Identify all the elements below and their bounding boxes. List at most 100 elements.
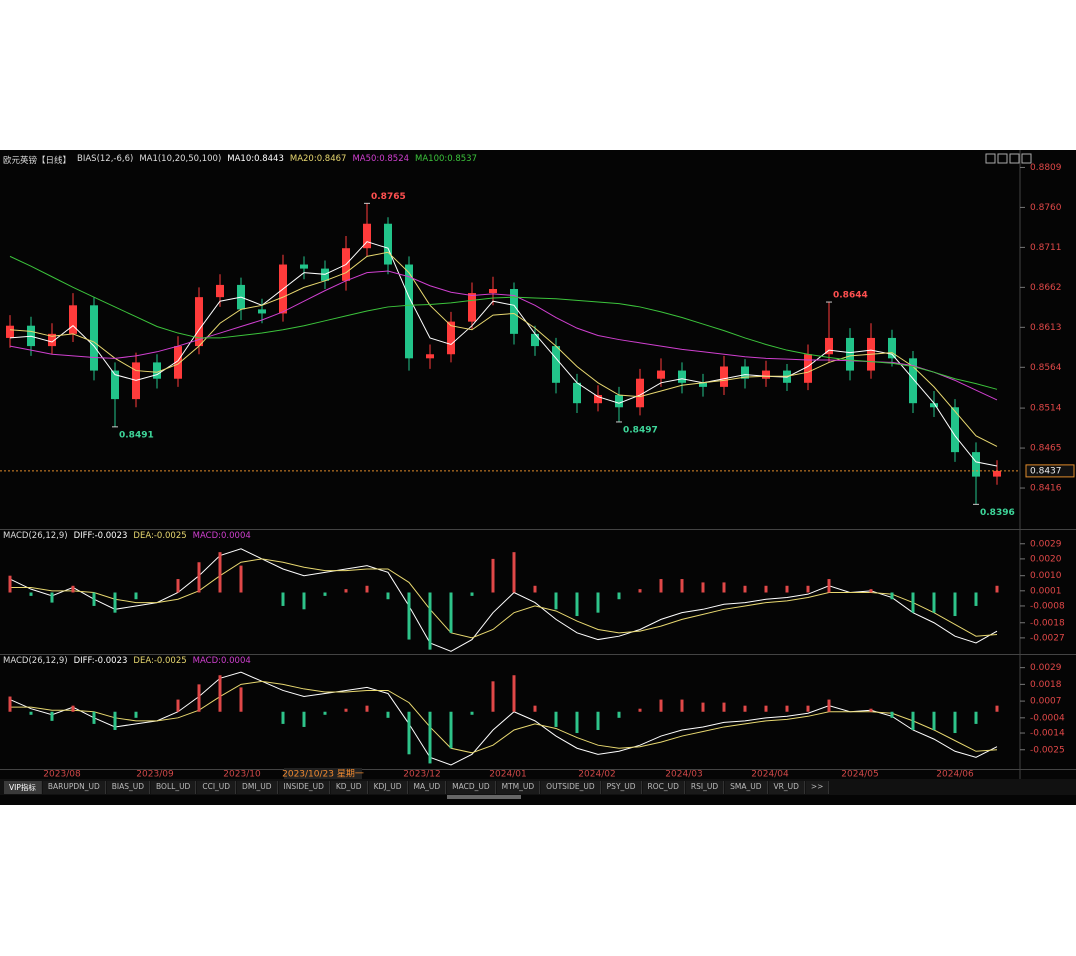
macd-bar [722, 702, 726, 712]
macd-bar [113, 711, 117, 730]
y-tick-label: -0.0018 [1030, 618, 1065, 628]
indicator-tab[interactable]: >> [805, 781, 830, 794]
macd-bar [554, 592, 558, 610]
candle-body [804, 354, 812, 383]
indicator-tab[interactable]: KDJ_UD [368, 781, 408, 794]
candle-body [825, 337, 833, 355]
macd-bar [785, 705, 789, 712]
indicator-tab[interactable]: VIP指标 [4, 781, 42, 794]
candle-body [6, 325, 14, 338]
last-price-box [1025, 464, 1075, 478]
candle-body [741, 366, 749, 379]
macd-bar [617, 711, 621, 718]
y-tick-label: 0.8564 [1030, 363, 1062, 373]
indicator-tab[interactable]: SMA_UD [725, 781, 768, 794]
indicator-tab[interactable]: CCI_UD [197, 781, 237, 794]
macd-bar [50, 711, 54, 721]
macd-bar [386, 711, 390, 718]
macd-bar [785, 585, 789, 593]
macd-bar [302, 711, 306, 727]
indicator-tab[interactable]: VR_UD [768, 781, 805, 794]
macd-bar [659, 699, 663, 712]
x-tick-label: 2024/05 [841, 770, 878, 780]
indicator-title: MACD(26,12,9) [3, 531, 68, 541]
candle-body [153, 362, 161, 379]
annotation: 0.8497 [623, 425, 658, 435]
y-tick-label: 0.0007 [1030, 697, 1062, 707]
macd-bar [512, 675, 516, 712]
macd-bar [890, 592, 894, 600]
candle-body [489, 288, 497, 294]
indicator-tab[interactable]: DMI_UD [237, 781, 278, 794]
chart-background [0, 150, 1076, 805]
indicator-tab[interactable]: MTM_UD [496, 781, 541, 794]
legend-entry: DIFF:-0.0023 [73, 656, 128, 666]
indicator-tab[interactable]: MACD_UD [447, 781, 496, 794]
y-tick-label: 0.8514 [1030, 404, 1062, 414]
macd-bar [344, 708, 348, 712]
macd-bar [365, 585, 369, 593]
macd-bar [71, 705, 75, 712]
macd-line [10, 558, 998, 639]
indicator-tab[interactable]: INSIDE_UD [278, 781, 330, 794]
x-tick-label: 2024/03 [665, 770, 702, 780]
macd-line [10, 680, 998, 754]
macd-bar [575, 592, 579, 617]
macd-line [9, 548, 998, 652]
annotation: 0.8765 [371, 192, 406, 202]
macd-bar [50, 592, 54, 603]
macd-bar [974, 711, 978, 724]
indicator-tab[interactable]: MA_UD [408, 781, 447, 794]
window-buttons [985, 153, 1032, 164]
legend-entry: MACD:0.0004 [192, 656, 251, 666]
indicator-tab[interactable]: ROC_UD [642, 781, 685, 794]
macd-bar [617, 592, 621, 600]
candle-body [111, 370, 119, 400]
candle-body [363, 223, 371, 249]
candle-body [405, 264, 413, 359]
candle-body [993, 470, 1001, 477]
legend-entry: DEA:-0.0025 [133, 531, 187, 541]
macd-bar [932, 711, 936, 730]
macd-bar [302, 592, 306, 610]
candle-body [510, 288, 518, 334]
macd-bar [806, 705, 810, 712]
macd-bar [764, 705, 768, 712]
annotation: 0.8396 [980, 508, 1015, 518]
macd-bar [428, 711, 432, 764]
indicator-tabs: VIP指标 BARUPDN_UD BIAS_UD BOLL_UD CCI_UD DMI_U… [4, 781, 830, 794]
scrollbar[interactable] [447, 795, 521, 799]
macd-bar [29, 592, 33, 596]
macd-bar [638, 589, 642, 593]
candle-body [174, 346, 182, 379]
y-tick-label: 0.8662 [1030, 283, 1062, 293]
indicator-tab[interactable]: KD_UD [330, 781, 368, 794]
indicator-tab[interactable]: BIAS_UD [106, 781, 151, 794]
macd-bar [491, 681, 495, 712]
macd-bar [407, 711, 411, 755]
macd-bar [239, 687, 243, 712]
candle-body [909, 358, 917, 404]
symbol: 欧元英镑【日线】 [3, 156, 72, 166]
candle-body [90, 305, 98, 371]
y-tick-label: 0.8416 [1030, 484, 1062, 494]
candle-body [447, 321, 455, 355]
candle-body [678, 370, 686, 383]
macd-bar [281, 592, 285, 606]
macd-bar [218, 552, 222, 593]
cursor-date-box [284, 768, 362, 779]
macd-bar [953, 711, 957, 734]
indicator-tab[interactable]: OUTSIDE_UD [541, 781, 601, 794]
macd-bar [8, 575, 12, 593]
macd-bar [71, 585, 75, 593]
indicator-tab[interactable]: BARUPDN_UD [42, 781, 106, 794]
indicator-tab[interactable]: PSY_UD [601, 781, 642, 794]
macd-bar [554, 711, 558, 727]
macd-bar [533, 585, 537, 593]
indicator-tab[interactable]: RSI_UD [685, 781, 725, 794]
legend-entry: MA20:0.8467 [289, 154, 347, 164]
macd-bar [428, 592, 432, 650]
macd-bar [134, 711, 138, 718]
indicator-tab[interactable]: BOLL_UD [151, 781, 197, 794]
macd-bar [323, 592, 327, 596]
